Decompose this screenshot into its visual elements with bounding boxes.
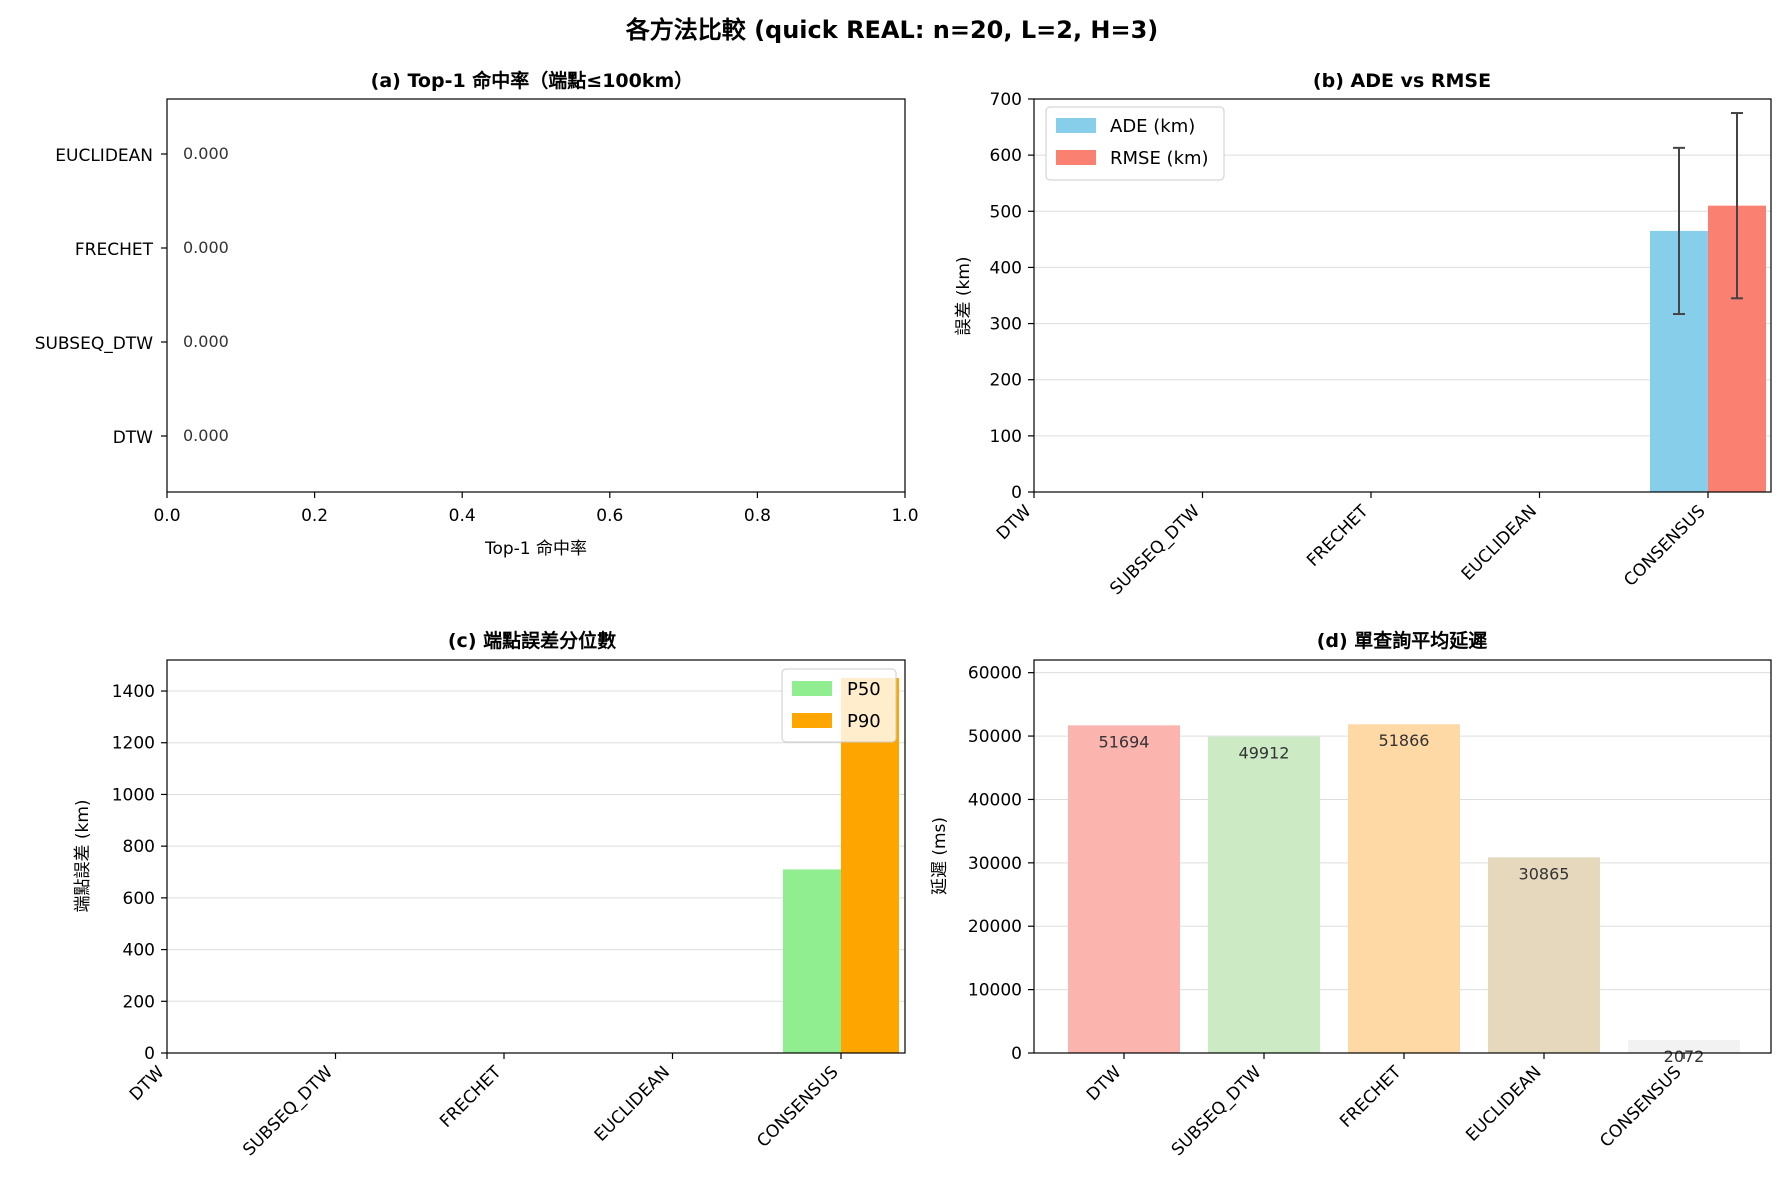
c-ytick-label: 1000: [112, 785, 155, 805]
c-xtick-label-dtw: DTW: [126, 1062, 169, 1105]
b-xtick-label-subseq-dtw: SUBSEQ_DTW: [1106, 501, 1204, 599]
d-ytick-label: 60000: [968, 664, 1022, 684]
panel-b-frame: [1033, 98, 1772, 493]
d-ytick-label: 0: [1011, 1044, 1022, 1064]
a-value-label-dtw: 0.000: [183, 426, 229, 445]
d-value-label-frechet: 51866: [1379, 731, 1430, 750]
d-xtick-label-consensus: CONSENSUS: [1596, 1062, 1685, 1151]
panel-b-legend: ADE (km) RMSE (km): [1045, 106, 1225, 181]
b-ytick-label: 300: [990, 315, 1022, 335]
a-ytick-label-euclidean: EUCLIDEAN: [55, 146, 153, 166]
a-xtick-label: 0.0: [153, 506, 180, 526]
legend-label-p50: P50: [847, 679, 881, 700]
a-xtick-label: 0.8: [744, 506, 771, 526]
panel-c-frame: [166, 659, 906, 1054]
b-ytick-label: 500: [990, 202, 1022, 222]
d-bar-frechet: [1348, 724, 1460, 1053]
a-ytick-label-dtw: DTW: [113, 428, 153, 448]
panel-d-title: (d) 單查詢平均延遲: [1317, 629, 1488, 652]
b-xtick-label-frechet: FRECHET: [1303, 501, 1373, 571]
d-bar-dtw: [1068, 725, 1180, 1053]
d-xtick-label-subseq-dtw: SUBSEQ_DTW: [1168, 1062, 1266, 1160]
d-ytick-label: 40000: [968, 790, 1022, 810]
a-ytick-label-frechet: FRECHET: [75, 240, 154, 260]
panel-a-title: (a) Top-1 命中率（端點≤100km）: [371, 69, 694, 92]
d-bar-euclidean: [1488, 857, 1600, 1053]
figure-title: 各方法比較 (quick REAL: n=20, L=2, H=3): [625, 16, 1159, 44]
b-ytick-label: 200: [990, 371, 1022, 391]
c-ytick-label: 200: [123, 992, 155, 1012]
b-ytick-label: 700: [990, 90, 1022, 110]
legend-label-rmse: RMSE (km): [1110, 148, 1209, 169]
panel-d-frame: [1033, 659, 1772, 1054]
a-value-label-subseq-dtw: 0.000: [183, 332, 229, 351]
b-xtick-label-dtw: DTW: [993, 501, 1036, 544]
legend-swatch-rmse: [1056, 150, 1096, 165]
a-xtick-label: 0.6: [596, 506, 623, 526]
a-value-label-euclidean: 0.000: [183, 144, 229, 163]
panel-b-title: (b) ADE vs RMSE: [1313, 70, 1491, 92]
b-xtick-label-euclidean: EUCLIDEAN: [1458, 501, 1541, 584]
a-value-label-frechet: 0.000: [183, 238, 229, 257]
c-ytick-label: 1200: [112, 734, 155, 754]
d-value-label-subseq-dtw: 49912: [1239, 744, 1290, 763]
panel-c-title: (c) 端點誤差分位數: [448, 629, 616, 652]
panel-c-endpoint-error-quantiles: (c) 端點誤差分位數 0 200 400 600 800 1000 1200 1400 DTW…: [73, 629, 906, 1160]
a-xtick-label: 0.2: [301, 506, 328, 526]
d-value-label-dtw: 51694: [1099, 732, 1150, 751]
d-bar-consensus: [1628, 1039, 1740, 1053]
a-ytick-label-subseq-dtw: SUBSEQ_DTW: [35, 334, 153, 354]
b-xtick-label-consensus: CONSENSUS: [1620, 501, 1709, 590]
c-xtick-label-consensus: CONSENSUS: [753, 1062, 842, 1151]
panel-c-legend: P50 P90: [781, 668, 897, 743]
d-xtick-label-dtw: DTW: [1083, 1062, 1126, 1105]
b-ytick-label: 600: [990, 146, 1022, 166]
b-ytick-label: 400: [990, 258, 1022, 278]
a-xtick-label: 1.0: [891, 506, 918, 526]
d-ytick-label: 50000: [968, 727, 1022, 747]
d-xtick-label-frechet: FRECHET: [1336, 1062, 1406, 1132]
c-xtick-label-euclidean: EUCLIDEAN: [591, 1062, 674, 1145]
c-ytick-label: 600: [123, 889, 155, 909]
panel-a-frame: [166, 98, 906, 493]
d-ytick-label: 10000: [968, 981, 1022, 1001]
d-ytick-label: 20000: [968, 917, 1022, 937]
panel-d-ylabel: 延遲 (ms): [930, 817, 950, 895]
c-ytick-label: 400: [123, 941, 155, 961]
legend-swatch-p90: [792, 713, 832, 728]
panel-d-query-latency: (d) 單查詢平均延遲 0 10000 20000 30000 40000 50000 60…: [930, 629, 1772, 1160]
b-ytick-label: 100: [990, 427, 1022, 447]
d-bar-subseq-dtw: [1208, 736, 1320, 1053]
c-bar-p50-consensus: [783, 869, 841, 1053]
legend-swatch-ade: [1056, 118, 1096, 133]
legend-label-ade: ADE (km): [1110, 116, 1195, 137]
c-ytick-label: 800: [123, 837, 155, 857]
panel-c-ylabel: 端點誤差 (km): [73, 799, 93, 912]
d-xtick-label-euclidean: EUCLIDEAN: [1462, 1062, 1545, 1145]
d-value-label-euclidean: 30865: [1519, 864, 1570, 883]
panel-b-ylabel: 誤差 (km): [954, 256, 974, 335]
panel-a-top1-hit-rate: (a) Top-1 命中率（端點≤100km） 0.0 0.2 0.4 0.6 0.8 1…: [35, 69, 919, 559]
c-ytick-label: 0: [144, 1044, 155, 1064]
b-ytick-label: 0: [1011, 483, 1022, 503]
d-ytick-label: 30000: [968, 854, 1022, 874]
c-xtick-label-frechet: FRECHET: [436, 1062, 506, 1132]
panel-b-ade-vs-rmse: (b) ADE vs RMSE 0 100 200 300 400 500 600 700 DT…: [954, 70, 1772, 599]
c-xtick-label-subseq-dtw: SUBSEQ_DTW: [239, 1062, 337, 1160]
c-ytick-label: 1400: [112, 682, 155, 702]
a-xtick-label: 0.4: [449, 506, 476, 526]
legend-label-p90: P90: [847, 711, 881, 732]
panel-a-xlabel: Top-1 命中率: [484, 539, 587, 559]
legend-swatch-p50: [792, 681, 832, 696]
